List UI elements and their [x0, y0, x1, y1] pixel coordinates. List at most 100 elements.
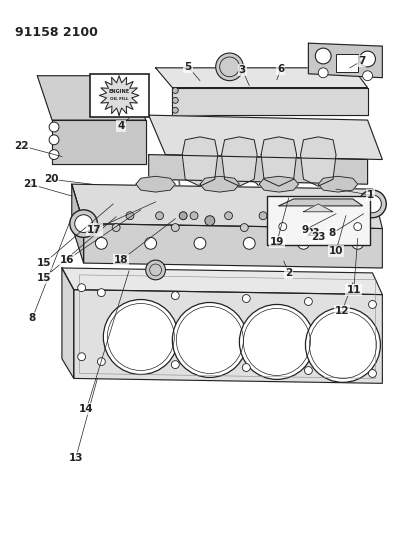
- Circle shape: [315, 48, 331, 64]
- Polygon shape: [309, 43, 382, 78]
- Text: 11: 11: [346, 285, 361, 295]
- Polygon shape: [74, 289, 382, 383]
- Text: 7: 7: [358, 56, 365, 66]
- Text: 10: 10: [329, 246, 343, 256]
- Text: 20: 20: [44, 174, 58, 184]
- Bar: [336, 54, 358, 72]
- Circle shape: [259, 212, 267, 220]
- Text: 12: 12: [335, 306, 349, 317]
- Polygon shape: [259, 176, 299, 192]
- Circle shape: [352, 237, 364, 249]
- Polygon shape: [303, 204, 333, 212]
- Circle shape: [145, 237, 156, 249]
- Circle shape: [240, 224, 248, 231]
- Circle shape: [194, 237, 206, 249]
- Circle shape: [225, 212, 232, 220]
- Circle shape: [78, 353, 85, 361]
- Circle shape: [359, 224, 366, 231]
- Polygon shape: [222, 137, 257, 186]
- Circle shape: [49, 122, 59, 132]
- Circle shape: [362, 71, 372, 80]
- Polygon shape: [182, 137, 218, 186]
- Text: 17: 17: [87, 224, 102, 235]
- Text: ENGINE: ENGINE: [109, 89, 130, 94]
- Text: 15: 15: [37, 258, 52, 268]
- Circle shape: [179, 212, 187, 220]
- Polygon shape: [72, 184, 382, 229]
- Circle shape: [49, 150, 59, 159]
- Circle shape: [103, 300, 178, 375]
- Polygon shape: [149, 115, 382, 159]
- Text: 13: 13: [69, 453, 83, 463]
- Circle shape: [171, 292, 179, 300]
- Circle shape: [297, 237, 309, 249]
- Circle shape: [305, 224, 312, 231]
- Text: 22: 22: [14, 141, 29, 151]
- Circle shape: [146, 260, 165, 280]
- Circle shape: [216, 53, 243, 80]
- Polygon shape: [37, 76, 146, 120]
- Circle shape: [172, 107, 178, 113]
- Polygon shape: [301, 137, 336, 186]
- Circle shape: [279, 223, 287, 230]
- Circle shape: [112, 224, 120, 231]
- Text: 1: 1: [367, 190, 374, 200]
- Polygon shape: [156, 68, 368, 87]
- Circle shape: [243, 237, 255, 249]
- Circle shape: [289, 212, 297, 220]
- Text: 14: 14: [79, 404, 94, 414]
- Circle shape: [126, 212, 134, 220]
- Circle shape: [95, 237, 107, 249]
- Polygon shape: [84, 224, 382, 268]
- Polygon shape: [172, 87, 368, 115]
- Circle shape: [305, 367, 312, 375]
- Circle shape: [305, 308, 380, 382]
- Bar: [267, 196, 370, 245]
- Circle shape: [156, 212, 164, 220]
- Text: 15: 15: [37, 273, 52, 283]
- Text: 8: 8: [29, 313, 36, 323]
- Polygon shape: [136, 176, 175, 192]
- Polygon shape: [279, 199, 362, 206]
- Circle shape: [242, 364, 250, 372]
- Polygon shape: [52, 120, 146, 165]
- Text: 3: 3: [239, 65, 246, 75]
- Polygon shape: [200, 176, 240, 192]
- Text: 16: 16: [59, 255, 74, 265]
- Polygon shape: [261, 137, 297, 186]
- Circle shape: [97, 289, 105, 296]
- Text: 5: 5: [184, 62, 192, 72]
- Text: 23: 23: [307, 229, 320, 238]
- Circle shape: [354, 223, 362, 230]
- Polygon shape: [149, 155, 368, 184]
- Text: 4: 4: [117, 121, 125, 131]
- Polygon shape: [318, 176, 358, 192]
- Circle shape: [368, 301, 376, 309]
- Circle shape: [364, 195, 381, 213]
- Circle shape: [97, 358, 105, 366]
- Text: 19: 19: [269, 237, 284, 247]
- Circle shape: [75, 215, 93, 232]
- Circle shape: [318, 212, 326, 220]
- Circle shape: [172, 87, 178, 93]
- Circle shape: [360, 51, 375, 67]
- Circle shape: [171, 224, 179, 231]
- Polygon shape: [72, 184, 84, 263]
- Circle shape: [172, 303, 247, 377]
- Polygon shape: [62, 268, 74, 378]
- Circle shape: [305, 297, 312, 305]
- Circle shape: [318, 68, 328, 78]
- Circle shape: [348, 212, 356, 220]
- Text: OIL FILL: OIL FILL: [110, 98, 128, 101]
- Circle shape: [242, 295, 250, 303]
- Circle shape: [205, 216, 215, 225]
- Circle shape: [368, 369, 376, 377]
- Circle shape: [190, 212, 198, 220]
- Circle shape: [78, 284, 85, 292]
- Circle shape: [240, 304, 314, 379]
- Circle shape: [49, 135, 59, 145]
- Bar: [89, 74, 149, 117]
- Circle shape: [171, 361, 179, 368]
- Text: 91158 2100: 91158 2100: [15, 27, 97, 39]
- Text: 2: 2: [285, 268, 292, 278]
